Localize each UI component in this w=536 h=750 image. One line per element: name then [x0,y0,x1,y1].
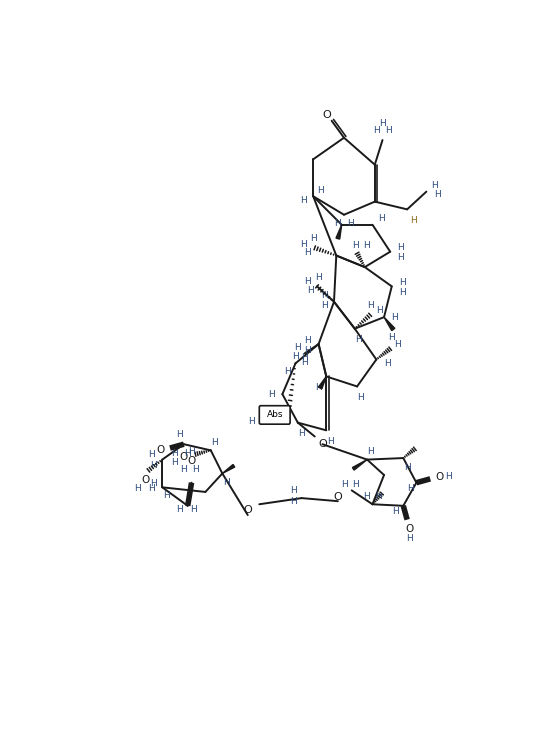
Text: H: H [301,352,308,362]
Text: H: H [304,336,311,345]
Text: H: H [347,220,354,229]
Text: H: H [315,382,322,392]
Text: H: H [352,480,359,489]
Text: O: O [333,491,342,502]
Text: H: H [285,367,291,376]
Text: H: H [150,461,157,470]
Text: H: H [399,278,406,287]
Text: H: H [301,240,307,249]
Text: O: O [141,475,150,484]
Text: H: H [294,344,300,352]
Text: H: H [322,291,328,300]
Text: H: H [355,335,362,344]
Text: H: H [268,390,275,399]
Text: H: H [367,301,374,310]
Text: H: H [389,334,395,343]
Text: H: H [148,484,155,494]
Text: H: H [398,254,404,262]
Polygon shape [318,376,326,389]
Text: H: H [410,216,416,225]
Text: H: H [431,181,437,190]
Text: H: H [379,118,386,128]
Text: H: H [376,306,383,315]
Text: H: H [148,451,155,460]
Polygon shape [336,225,341,239]
Text: H: H [292,352,299,361]
Polygon shape [222,464,235,473]
Text: H: H [385,126,392,135]
Text: H: H [298,429,305,438]
Text: H: H [378,214,385,223]
Text: H: H [184,449,191,458]
Text: H: H [363,492,370,501]
Text: H: H [163,490,169,500]
Text: H: H [391,313,398,322]
Text: H: H [304,248,310,257]
Text: Abs: Abs [266,410,283,419]
Text: H: H [363,241,370,250]
Text: H: H [340,480,347,489]
Text: H: H [177,430,183,439]
Text: O: O [188,456,196,466]
Text: H: H [434,190,441,200]
Text: O: O [405,524,414,534]
Polygon shape [352,460,367,470]
Text: O: O [323,110,331,121]
Text: H: H [398,243,404,252]
Polygon shape [384,317,395,331]
Text: O: O [180,452,188,461]
Text: H: H [291,486,297,495]
Text: H: H [304,278,311,286]
Text: H: H [150,479,157,488]
Text: O: O [435,472,444,482]
Text: H: H [223,478,229,488]
Text: H: H [291,497,297,506]
Text: H: H [334,220,341,229]
Text: H: H [322,301,328,310]
Text: H: H [407,484,414,494]
Text: H: H [317,185,324,194]
Text: H: H [404,463,411,472]
Text: H: H [308,286,314,296]
Text: O: O [243,506,252,515]
Text: H: H [394,340,401,349]
Text: H: H [373,126,379,135]
Text: H: H [392,508,399,517]
FancyBboxPatch shape [259,406,290,424]
Text: H: H [301,358,308,367]
Text: H: H [171,449,178,458]
Text: O: O [318,440,327,449]
Text: H: H [248,416,255,425]
Text: H: H [134,484,141,494]
Text: H: H [211,438,218,447]
Text: H: H [358,393,364,402]
Text: H: H [406,534,413,543]
Text: H: H [181,465,187,474]
Text: H: H [304,346,311,355]
Text: H: H [399,288,406,297]
Text: H: H [188,448,195,457]
Text: H: H [352,241,359,250]
Text: H: H [171,458,178,467]
Text: H: H [375,492,382,501]
Text: H: H [177,506,183,515]
Text: H: H [327,436,333,445]
Text: H: H [384,358,391,368]
Text: H: H [368,448,374,457]
Text: H: H [315,272,322,281]
Text: H: H [301,196,307,205]
Text: H: H [192,465,199,474]
Text: H: H [445,472,452,481]
Text: H: H [310,234,317,243]
Text: H: H [190,506,197,515]
Text: O: O [157,446,165,455]
